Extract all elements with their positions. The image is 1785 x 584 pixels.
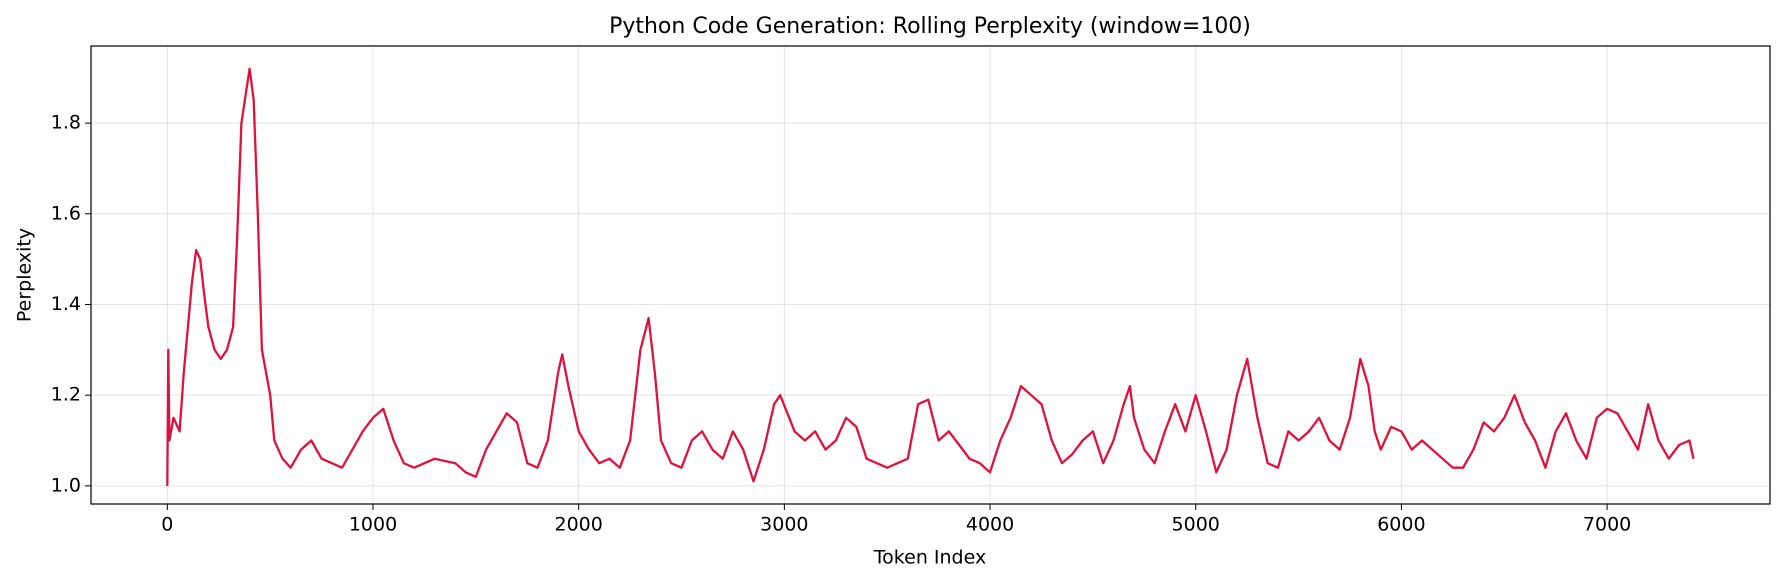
x-tick-label: 0 (161, 514, 173, 536)
chart-title: Python Code Generation: Rolling Perplexi… (609, 14, 1251, 39)
x-tick-label: 1000 (349, 514, 397, 536)
y-tick-label: 1.0 (51, 474, 81, 496)
y-tick-label: 1.2 (51, 384, 81, 406)
x-tick-label: 5000 (1172, 514, 1220, 536)
x-axis-label: Token Index (873, 547, 986, 569)
y-tick-label: 1.8 (51, 112, 81, 134)
x-tick-label: 4000 (966, 514, 1014, 536)
y-axis-label: Perplexity (14, 228, 36, 322)
plot-frame (90, 45, 1771, 505)
x-tick-label: 6000 (1377, 514, 1425, 536)
y-tick-label: 1.4 (51, 293, 81, 315)
x-tick-label: 3000 (760, 514, 808, 536)
x-tick-label: 7000 (1583, 514, 1631, 536)
x-tick-label: 2000 (554, 514, 602, 536)
line-series (166, 67, 1695, 486)
y-tick-label: 1.6 (51, 202, 81, 224)
